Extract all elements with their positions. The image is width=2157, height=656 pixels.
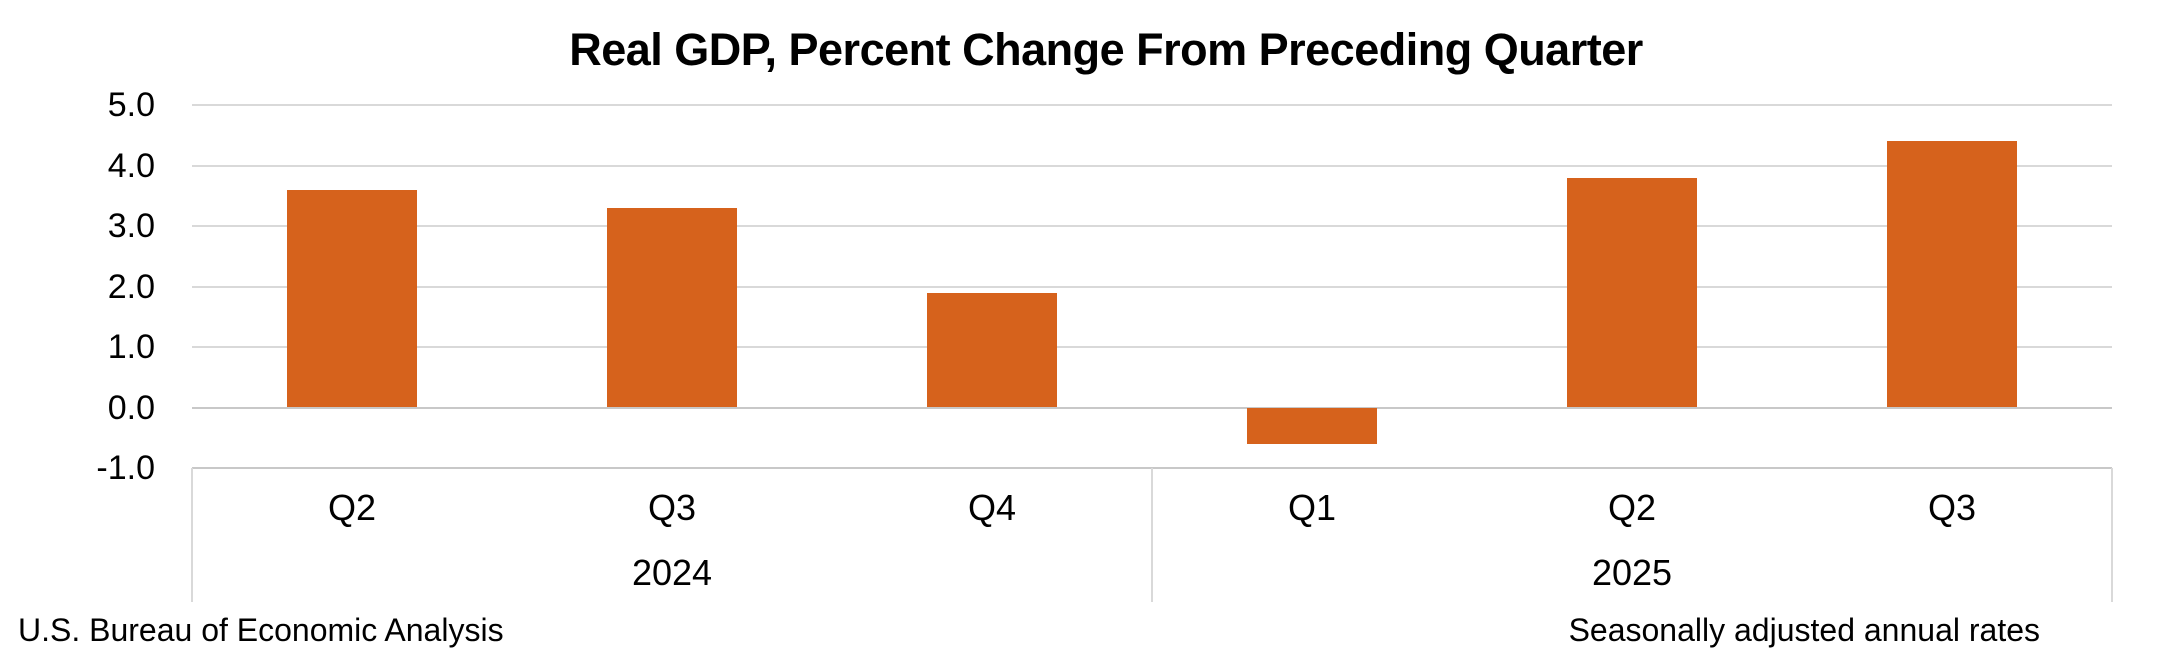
y-axis-tick-label: 1.0 bbox=[107, 328, 155, 366]
bar-q2-2024 bbox=[287, 189, 417, 408]
x-axis-tick-label: Q4 bbox=[967, 487, 1017, 528]
gridline bbox=[192, 164, 2112, 167]
x-axis-tick-label: Q3 bbox=[647, 487, 697, 528]
bar-q2-2025 bbox=[1567, 177, 1697, 408]
bar-q1-2025 bbox=[1247, 407, 1377, 444]
gridline bbox=[192, 285, 2112, 288]
gridline bbox=[192, 104, 2112, 106]
x-axis-tick-label: Q1 bbox=[1287, 487, 1337, 528]
y-axis-tick-label: 5.0 bbox=[107, 86, 155, 124]
gridline bbox=[192, 225, 2112, 227]
chart-title: Real GDP, Percent Change From Preceding … bbox=[569, 24, 1643, 75]
gridline bbox=[192, 406, 2112, 409]
year-group-label: 2025 bbox=[1591, 552, 1673, 593]
category-separator bbox=[1151, 468, 1153, 602]
y-axis-tick-label: -1.0 bbox=[96, 449, 155, 487]
y-axis-tick-label: 2.0 bbox=[107, 267, 155, 306]
x-axis-tick-label: Q2 bbox=[1607, 487, 1657, 528]
year-group-label: 2024 bbox=[631, 552, 713, 593]
y-axis-tick-label: 4.0 bbox=[107, 146, 155, 185]
bar-q4-2024 bbox=[927, 292, 1057, 408]
adjustment-note: Seasonally adjusted annual rates bbox=[1568, 612, 2040, 648]
x-axis-tick-label: Q2 bbox=[327, 487, 377, 528]
y-axis-tick-label: 0.0 bbox=[107, 388, 155, 427]
category-separator bbox=[2111, 468, 2113, 602]
x-axis-tick-label: Q3 bbox=[1927, 487, 1977, 528]
bar-q3-2024 bbox=[607, 207, 737, 408]
category-separator bbox=[191, 468, 193, 602]
bar-q3-2025 bbox=[1887, 141, 2017, 408]
gridline bbox=[192, 346, 2112, 348]
y-axis-tick-label: 3.0 bbox=[107, 207, 155, 245]
source-note: U.S. Bureau of Economic Analysis bbox=[18, 612, 504, 648]
